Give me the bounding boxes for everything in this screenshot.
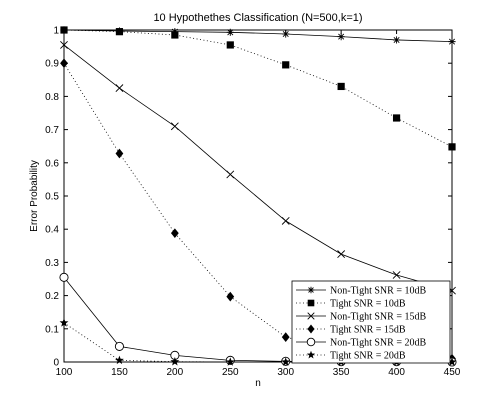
- legend-entry: Tight SNR = 20dB: [330, 351, 406, 362]
- data-point: [115, 28, 124, 36]
- y-tick-label: 0.1: [45, 324, 59, 335]
- data-point: [171, 31, 179, 39]
- y-tick-label: 0: [53, 358, 59, 369]
- data-point: [60, 41, 68, 49]
- y-tick-label: 0.7: [45, 125, 59, 136]
- data-point: [59, 272, 69, 282]
- y-tick-label: 1: [53, 26, 59, 37]
- data-point: [447, 357, 457, 366]
- data-point: [170, 228, 179, 239]
- y-tick-label: 0.4: [45, 225, 59, 236]
- y-tick-label: 0.2: [45, 291, 59, 302]
- x-tick-label: 150: [111, 367, 128, 378]
- x-tick-label: 400: [388, 367, 405, 378]
- x-tick-label: 300: [277, 367, 294, 378]
- y-tick-label: 0.5: [45, 192, 59, 203]
- y-axis-label: Error Probability: [29, 160, 40, 232]
- legend-marker: [307, 286, 315, 294]
- y-tick-label: 0.6: [45, 158, 59, 169]
- legend-marker: [307, 312, 315, 320]
- data-point: [115, 84, 124, 93]
- data-point: [170, 356, 180, 366]
- x-tick-label: 450: [444, 367, 461, 378]
- legend: Non-Tight SNR = 10dB Tight SNR = 10dB Non-…: [291, 280, 451, 364]
- data-point: [392, 114, 401, 122]
- data-point: [114, 341, 124, 351]
- data-point: [392, 271, 401, 279]
- y-tick-label: 0.3: [45, 258, 59, 269]
- series-line: [63, 29, 453, 148]
- data-point: [337, 82, 345, 91]
- legend-marker: [306, 350, 316, 359]
- series-line: [63, 44, 453, 292]
- data-point: [282, 30, 290, 38]
- legend-marker: [306, 337, 316, 347]
- data-point: [60, 58, 68, 69]
- series-2: [60, 26, 456, 151]
- data-point: [60, 26, 68, 34]
- legend-entry: Non-Tight SNR = 15dB: [330, 312, 426, 323]
- data-point: [282, 61, 290, 69]
- x-tick-label: 350: [333, 367, 350, 378]
- series-line: [63, 29, 453, 43]
- legend-entry: Tight SNR = 10dB: [330, 299, 406, 310]
- data-point: [226, 41, 234, 49]
- data-point: [281, 332, 290, 342]
- data-point: [281, 216, 290, 225]
- legend-entry: Non-Tight SNR = 20dB: [330, 338, 426, 349]
- data-point: [170, 122, 179, 131]
- data-point: [225, 357, 235, 366]
- data-point: [337, 250, 346, 259]
- x-tick-label: 100: [56, 367, 73, 378]
- legend-marker: [307, 324, 315, 334]
- y-tick-label: 0.8: [45, 92, 59, 103]
- legend-marker: [307, 299, 315, 307]
- data-point: [115, 148, 124, 159]
- data-point: [392, 36, 401, 44]
- data-point: [226, 170, 235, 179]
- legend-box: [291, 280, 451, 364]
- x-axis-label: n: [255, 378, 261, 389]
- series-3: [60, 41, 456, 295]
- data-point: [226, 291, 235, 302]
- data-point: [448, 38, 456, 46]
- chart-title: 10 Hypothethes Classification (N=500,k=1…: [153, 12, 362, 24]
- data-point: [114, 355, 124, 365]
- data-point: [59, 318, 69, 327]
- legend-entry: Non-Tight SNR = 10dB: [330, 286, 426, 297]
- y-tick-label: 0.9: [45, 59, 59, 70]
- x-tick-label: 250: [222, 367, 239, 378]
- data-point: [448, 143, 456, 151]
- data-point: [281, 357, 291, 366]
- data-point: [337, 33, 345, 41]
- x-tick-label: 200: [167, 367, 184, 378]
- data-point: [226, 28, 234, 36]
- legend-entry: Tight SNR = 15dB: [330, 325, 406, 336]
